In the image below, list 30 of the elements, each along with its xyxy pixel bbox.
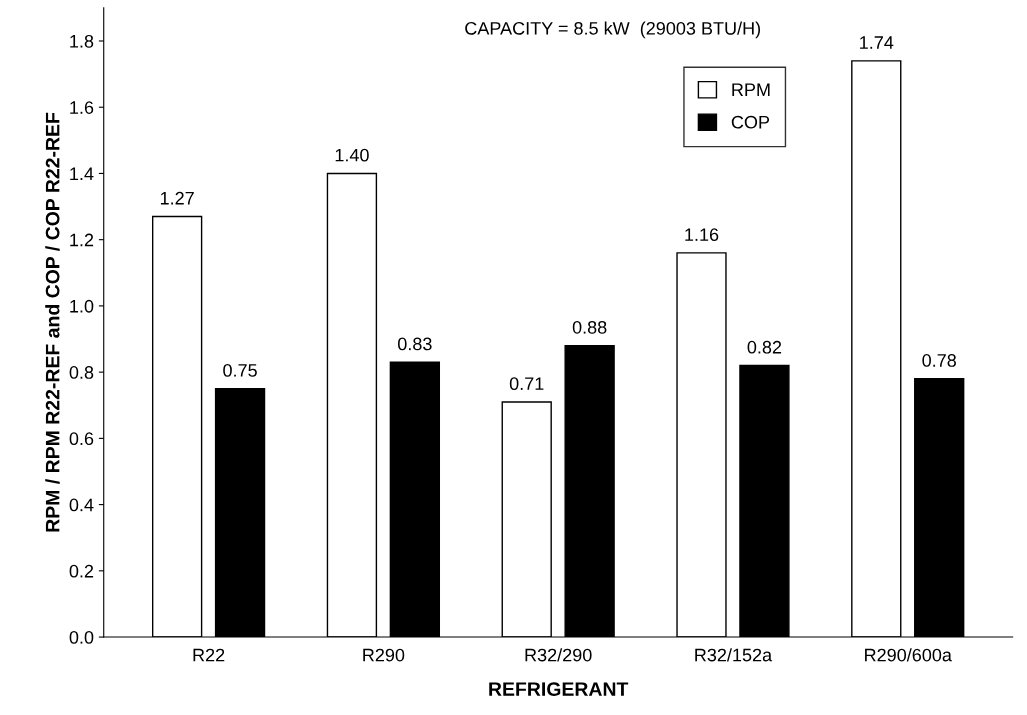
y-tick-label: 1.0 — [70, 299, 94, 313]
y-tick-label: 1.2 — [70, 233, 94, 247]
data-label: 0.75 — [223, 364, 257, 377]
x-tick-label: R290/600a — [865, 648, 952, 662]
data-label: 0.88 — [572, 320, 607, 334]
data-label: 0.78 — [922, 354, 956, 367]
data-label: 1.16 — [685, 228, 719, 242]
data-label: 0.83 — [397, 337, 432, 351]
y-tick-label: 0.4 — [69, 498, 94, 512]
data-label: 1.40 — [335, 148, 369, 162]
data-label: 0.71 — [509, 377, 544, 391]
data-label: 0.82 — [747, 340, 782, 354]
y-tick-label: 0.6 — [69, 432, 94, 446]
y-axis-title: RPM / RPM R22-REF and COP / COP R22-REF — [45, 112, 60, 532]
annotation: CAPACITY = 8.5 kW (29003 BTU/H) — [465, 21, 761, 39]
data-label: 1.27 — [160, 191, 194, 205]
x-tick-label: R22 — [193, 648, 225, 662]
legend-label: COP — [731, 115, 770, 129]
data-label: 1.74 — [860, 36, 894, 49]
x-tick-label: R32/152a — [695, 648, 773, 662]
y-tick-label: 1.8 — [70, 34, 94, 48]
y-tick-label: 0.8 — [69, 366, 94, 379]
y-tick-label: 1.6 — [70, 101, 94, 114]
x-tick-label: R32/290 — [525, 648, 592, 662]
y-tick-label: 0.2 — [69, 564, 94, 578]
x-tick-label: R290 — [363, 648, 405, 662]
y-tick-label: 0.0 — [69, 631, 94, 644]
y-tick-label: 1.4 — [70, 167, 94, 180]
x-axis-title: REFRIGERANT — [489, 682, 629, 696]
legend-label: RPM — [732, 83, 770, 96]
